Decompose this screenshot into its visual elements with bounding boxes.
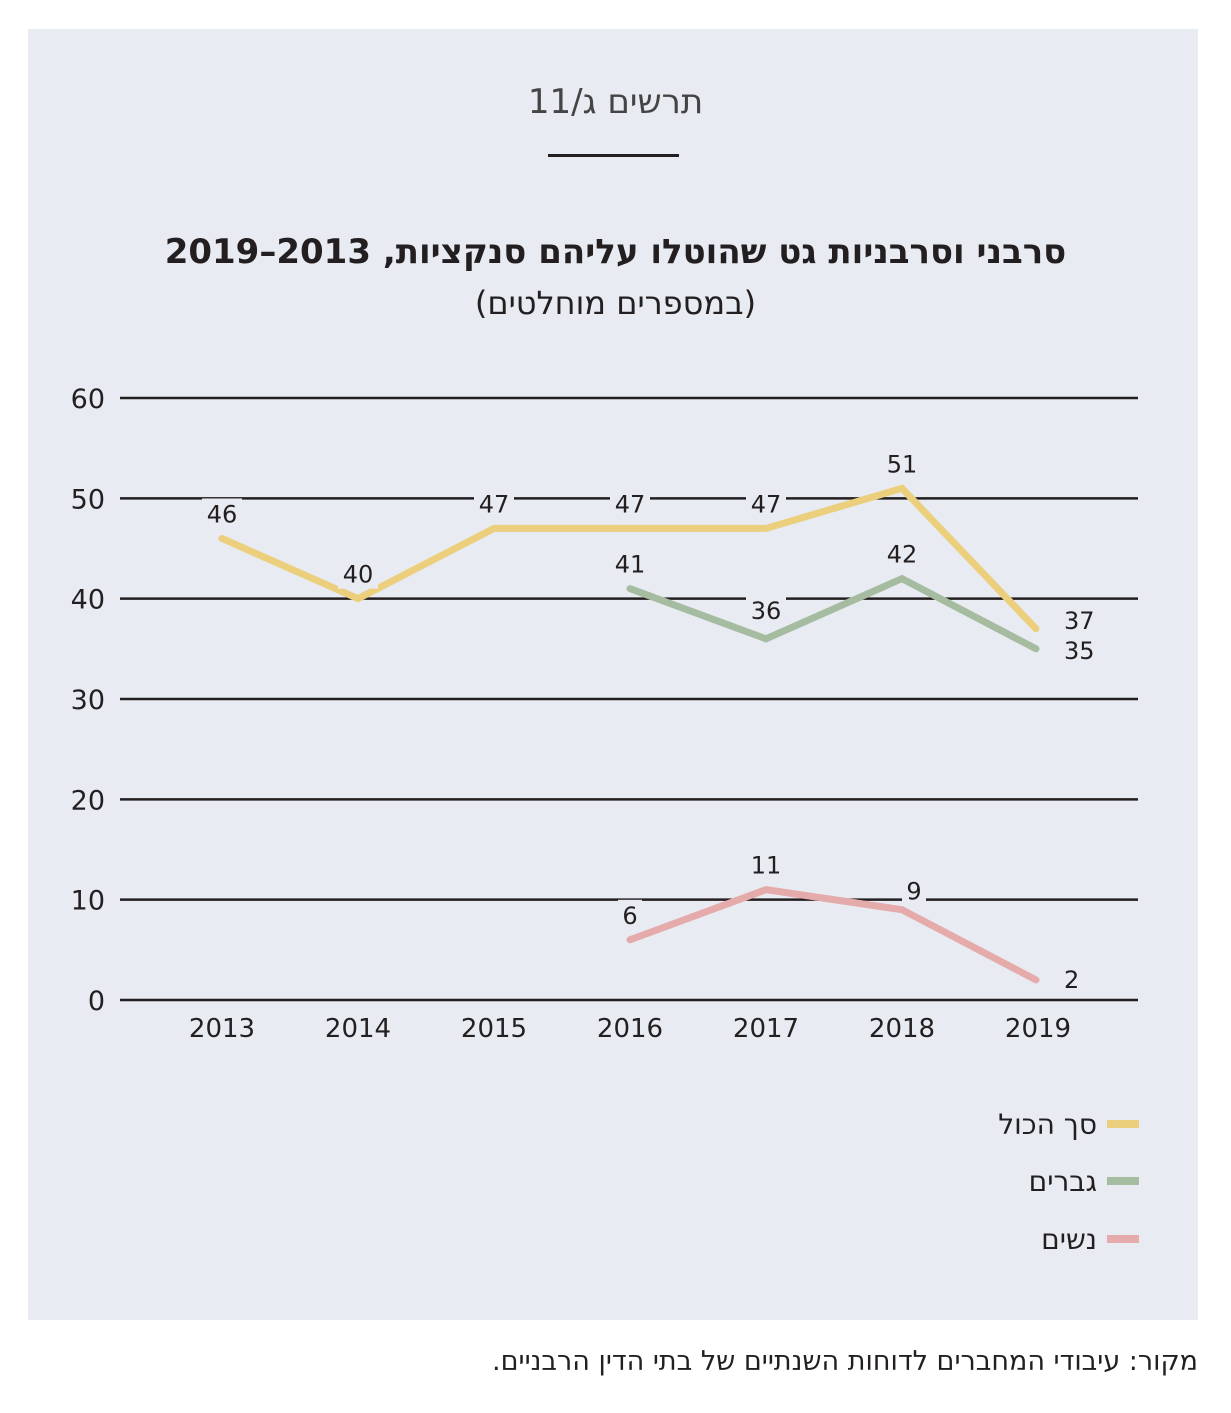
x-tick-label: 2014 [325,1014,391,1044]
data-label-bg [1060,604,1100,635]
series-lines [218,484,1040,984]
x-axis-ticks: 2013 2014 2015 2016 2017 2018 2019 [189,1014,1071,1044]
gridlines [120,396,1138,1002]
legend-item-women: נשים [1041,1219,1139,1259]
legend-item-men: גברים [1029,1161,1139,1201]
x-tick-label: 2015 [461,1014,527,1044]
data-label-women: 11 [751,852,782,880]
y-tick-label: 30 [71,685,105,716]
y-tick-label: 0 [88,986,105,1017]
data-label-women: 2 [1064,966,1079,994]
y-tick-label: 20 [71,785,105,816]
data-label-bg [618,899,642,930]
legend-label-women: נשים [1041,1222,1097,1256]
data-label-men: 41 [615,551,646,579]
chart-subtitle: (במספרים מוחלטים) [474,284,757,322]
data-label-bg [882,448,922,479]
data-label-women: 9 [906,878,921,906]
data-label-total: 40 [343,561,374,589]
y-tick-label: 50 [71,484,105,515]
legend-swatch-total [1107,1120,1139,1128]
legend-swatch-women [1107,1235,1139,1243]
data-label-bg [746,594,786,625]
series-line-total [218,484,1040,633]
title-divider [548,154,679,157]
data-label-bg [902,875,926,906]
data-label-total: 47 [751,490,782,518]
y-tick-label: 40 [71,585,105,616]
data-label-bg [474,488,514,519]
data-label-bg [882,538,922,569]
data-label-total: 51 [887,450,918,478]
figure-label: תרשים ג/11 [527,82,704,122]
data-label-men: 36 [751,597,782,625]
data-label-women: 6 [622,902,637,930]
x-tick-label: 2016 [597,1014,663,1044]
x-tick-label: 2017 [733,1014,799,1044]
legend-swatch-men [1107,1177,1139,1185]
data-label-total: 47 [479,490,510,518]
x-tick-label: 2019 [1005,1014,1071,1044]
data-label-men: 35 [1064,637,1095,665]
data-label-bg [610,488,650,519]
chart-panel [28,29,1198,1320]
data-label-total: 47 [615,490,646,518]
legend-label-total: סך הכול [998,1107,1097,1141]
data-labels: 46 40 47 47 47 51 37 41 36 42 35 6 11 9 2 [202,448,1100,994]
legend-item-total: סך הכול [998,1104,1139,1144]
data-label-bg [746,488,786,519]
data-label-bg [610,548,650,579]
data-label-bg [202,498,242,529]
source-note: מקור: עיבודי המחברים לדוחות השנתיים של ב… [492,1346,1198,1377]
y-axis-ticks: 0 10 20 30 40 50 60 [71,384,105,1017]
y-tick-label: 60 [71,384,105,415]
chart-title: סרבני וסרבניות גט שהוטלו עליהם סנקציות, … [164,232,1067,272]
x-tick-label: 2018 [869,1014,935,1044]
data-label-men: 42 [887,541,918,569]
x-tick-label: 2013 [189,1014,255,1044]
series-line-women [626,886,1040,984]
data-label-total: 46 [207,500,238,528]
legend-label-men: גברים [1028,1164,1097,1198]
data-label-total: 37 [1064,607,1095,635]
data-label-bg [1060,963,1084,994]
data-label-bg [1060,634,1100,665]
series-line-men [626,574,1040,653]
y-tick-label: 10 [71,886,105,917]
data-label-bg [746,849,786,880]
data-label-bg [338,558,378,589]
